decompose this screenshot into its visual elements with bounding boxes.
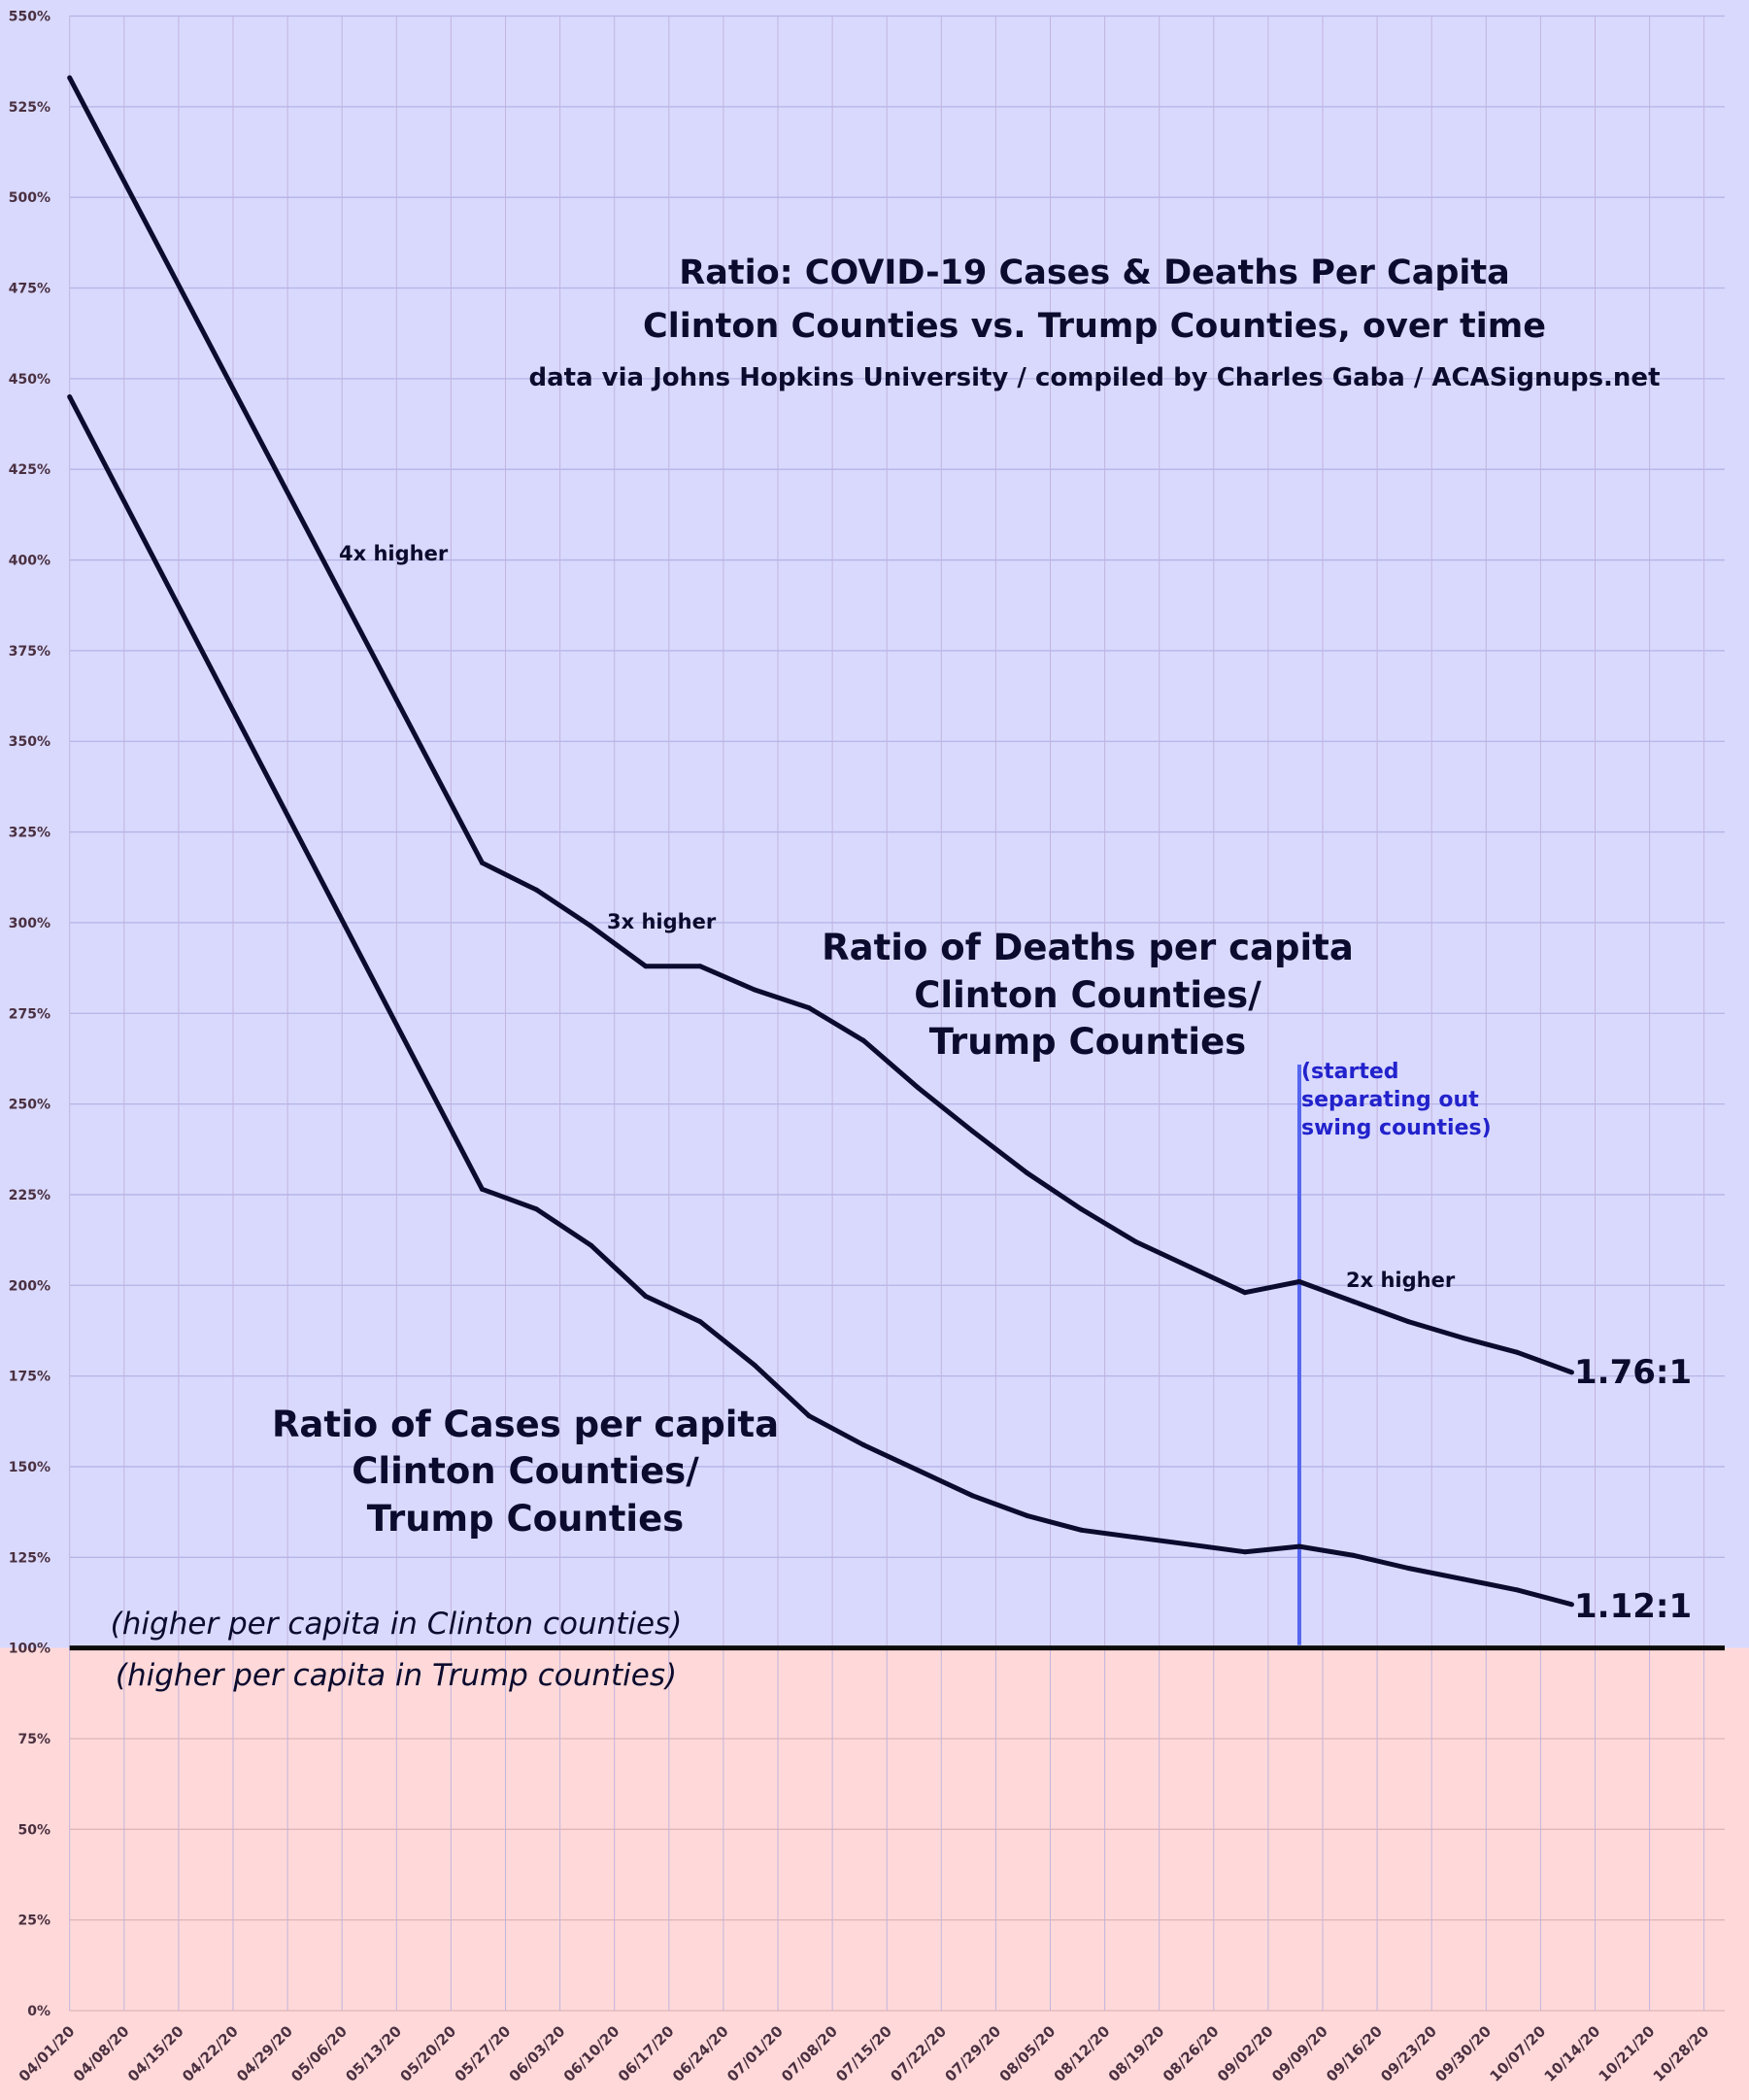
y-tick-label: 175% bbox=[9, 1370, 50, 1385]
annotation-3x: 3x higher bbox=[607, 910, 717, 933]
y-tick-label: 125% bbox=[9, 1550, 50, 1566]
y-tick-label: 300% bbox=[9, 916, 50, 931]
cases-data-point bbox=[1460, 1576, 1465, 1582]
deaths-ratio-line bbox=[67, 76, 1573, 1375]
cases-ratio-line bbox=[67, 395, 1573, 1608]
cases-label-line: Ratio of Cases per capita bbox=[272, 1404, 779, 1445]
cases-data-point bbox=[589, 1242, 594, 1248]
deaths-data-point bbox=[969, 1129, 975, 1135]
cases-data-point bbox=[1024, 1512, 1029, 1518]
lower-region bbox=[0, 1647, 1749, 2100]
swing-note-line: (started bbox=[1301, 1060, 1399, 1084]
cases-data-point bbox=[479, 1186, 485, 1192]
deaths-data-point bbox=[1133, 1238, 1139, 1244]
cases-data-point bbox=[860, 1442, 866, 1448]
y-tick-label: 400% bbox=[9, 554, 50, 569]
deaths-data-point bbox=[589, 924, 594, 930]
chart-subtitle: Clinton Counties vs. Trump Counties, ove… bbox=[643, 307, 1546, 346]
deaths-data-point bbox=[1188, 1265, 1194, 1270]
deaths-data-point bbox=[1514, 1349, 1520, 1355]
cases-data-point bbox=[752, 1362, 757, 1368]
deaths-data-point bbox=[860, 1037, 866, 1043]
y-tick-label: 375% bbox=[9, 644, 50, 660]
y-tick-label: 100% bbox=[9, 1642, 50, 1657]
y-tick-label: 350% bbox=[9, 734, 50, 750]
cases-data-point bbox=[1405, 1565, 1411, 1571]
y-tick-label: 475% bbox=[9, 282, 50, 297]
upper-region bbox=[0, 0, 1749, 1648]
cases-data-point bbox=[1514, 1587, 1520, 1593]
cases-data-point bbox=[1242, 1549, 1248, 1555]
annotation-4x: 4x higher bbox=[339, 542, 449, 565]
y-tick-label: 325% bbox=[9, 826, 50, 841]
y-tick-label: 550% bbox=[9, 10, 50, 25]
y-tick-label: 75% bbox=[17, 1732, 50, 1747]
y-tick-label: 150% bbox=[9, 1460, 50, 1475]
swing-note-line: swing counties) bbox=[1301, 1116, 1492, 1140]
cases-data-point bbox=[1296, 1543, 1302, 1549]
cases-data-point bbox=[697, 1319, 703, 1325]
y-tick-label: 525% bbox=[9, 100, 50, 116]
deaths-series-label: Ratio of Deaths per capita Clinton Count… bbox=[822, 927, 1354, 1063]
annotation-2x: 2x higher bbox=[1346, 1269, 1456, 1292]
deaths-data-point bbox=[1460, 1335, 1465, 1340]
deaths-data-point bbox=[534, 887, 540, 893]
y-tick-label: 425% bbox=[9, 462, 50, 478]
below-baseline-note: (higher per capita in Trump counties) bbox=[116, 1658, 677, 1693]
y-tick-label: 200% bbox=[9, 1278, 50, 1294]
deaths-data-point bbox=[1351, 1299, 1357, 1304]
cases-data-point bbox=[1568, 1602, 1574, 1608]
deaths-data-point bbox=[1079, 1206, 1085, 1212]
cases-data-point bbox=[1188, 1541, 1194, 1547]
deaths-data-point bbox=[752, 987, 757, 993]
deaths-data-point bbox=[643, 964, 649, 969]
cases-label-line: Clinton Counties/ bbox=[352, 1450, 699, 1492]
deaths-label-line: Trump Counties bbox=[929, 1021, 1246, 1063]
swing-note: (started separating out swing counties) bbox=[1301, 1060, 1492, 1140]
cases-data-point bbox=[643, 1293, 649, 1299]
cases-data-point bbox=[534, 1206, 540, 1212]
above-baseline-note: (higher per capita in Clinton counties) bbox=[111, 1607, 683, 1642]
deaths-data-point bbox=[1405, 1319, 1411, 1325]
cases-series-label: Ratio of Cases per capita Clinton Counti… bbox=[272, 1404, 779, 1540]
y-tick-label: 25% bbox=[17, 1914, 50, 1929]
chart-title: Ratio: COVID-19 Cases & Deaths Per Capit… bbox=[679, 254, 1509, 292]
deaths-label-line: Ratio of Deaths per capita bbox=[822, 927, 1354, 968]
deaths-data-point bbox=[1024, 1170, 1029, 1176]
deaths-data-point bbox=[697, 964, 703, 969]
y-tick-label: 450% bbox=[9, 372, 50, 388]
deaths-data-point bbox=[1296, 1279, 1302, 1285]
y-tick-label: 50% bbox=[17, 1822, 50, 1838]
cases-data-point bbox=[915, 1468, 921, 1473]
cases-data-point bbox=[1079, 1527, 1085, 1533]
deaths-data-point bbox=[806, 1005, 812, 1011]
y-tick-label: 0% bbox=[27, 2004, 50, 2019]
cases-data-point bbox=[806, 1413, 812, 1419]
deaths-data-point bbox=[67, 75, 73, 81]
y-tick-label: 275% bbox=[9, 1006, 50, 1022]
deaths-label-line: Clinton Counties/ bbox=[914, 974, 1261, 1016]
deaths-end-label: 1.76:1 bbox=[1574, 1353, 1692, 1392]
y-tick-label: 500% bbox=[9, 190, 50, 206]
swing-note-line: separating out bbox=[1301, 1088, 1479, 1112]
cases-data-point bbox=[1133, 1535, 1139, 1541]
chart-source: data via Johns Hopkins University / comp… bbox=[528, 363, 1660, 392]
y-tick-label: 250% bbox=[9, 1098, 50, 1113]
deaths-data-point bbox=[915, 1085, 921, 1091]
cases-end-label: 1.12:1 bbox=[1574, 1587, 1692, 1626]
cases-label-line: Trump Counties bbox=[367, 1498, 684, 1540]
cases-data-point bbox=[67, 394, 73, 400]
y-tick-label: 225% bbox=[9, 1188, 50, 1203]
deaths-data-point bbox=[1242, 1290, 1248, 1296]
deaths-data-point bbox=[479, 860, 485, 865]
cases-data-point bbox=[969, 1493, 975, 1499]
cases-data-point bbox=[1351, 1552, 1357, 1558]
deaths-data-point bbox=[1568, 1370, 1574, 1375]
